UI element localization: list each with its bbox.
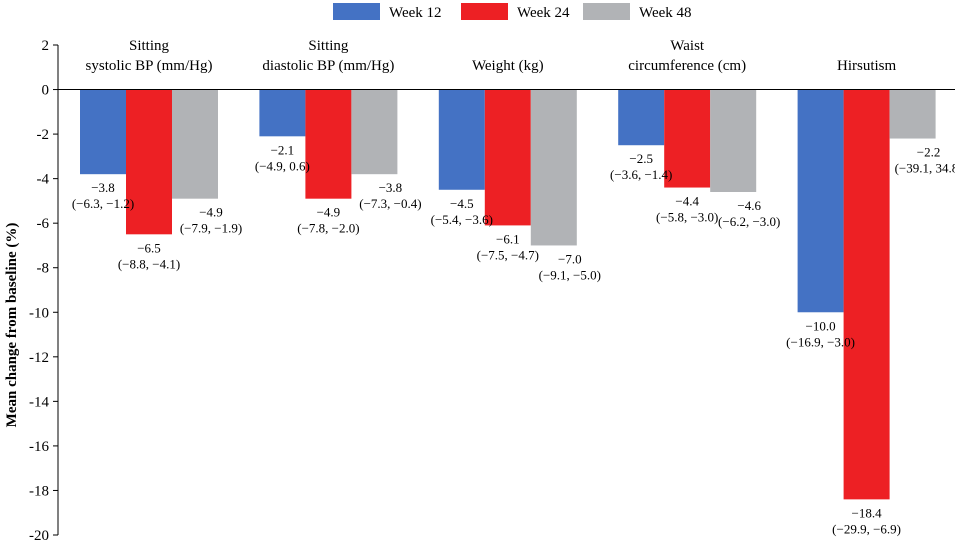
bar-week-24 [305,89,352,199]
ci-label: (−7.9, −1.9) [180,221,242,236]
y-axis: 2 0 -2 -4 -6 -8 -10 -12 -14 -16 -18 -20 Mean change … [4,38,59,544]
y-axis-title: Mean change from baseline (%) [4,223,20,428]
bar-week-12 [259,89,306,137]
legend: Week 12 Week 24 Week 48 [333,3,692,21]
y-tick-label: -4 [37,172,50,188]
value-label: −6.5 [137,240,161,255]
ci-label: (−16.9, −3.0) [786,334,855,349]
ci-label: (−9.1, −5.0) [539,267,601,282]
y-tick-label: -20 [29,528,49,544]
y-tick-label: -12 [29,350,49,366]
ci-label: (−7.5, −4.7) [477,247,539,262]
bar-week-48 [530,89,577,246]
category-label: Waist [670,38,705,54]
value-label: −4.9 [199,205,223,220]
y-tick-label: -8 [37,261,50,277]
bars [58,89,955,500]
value-labels: −3.8(−6.3, −1.2)−6.5(−8.8, −4.1)−4.9(−7.… [72,142,955,536]
bar-week-12 [80,89,126,175]
value-label: −10.0 [806,318,836,333]
bar-week-12 [438,89,485,190]
value-label: −4.4 [675,194,699,209]
ci-label: (−5.4, −3.6) [431,212,493,227]
value-label: −3.8 [379,180,403,195]
legend-label: Week 12 [389,5,442,21]
y-tick-label: -10 [29,305,49,321]
ci-label: (−3.6, −1.4) [610,167,672,182]
value-label: −2.1 [271,142,295,157]
value-label: −3.8 [91,180,115,195]
y-tick-label: -18 [29,483,49,499]
category-label: circumference (cm) [628,58,746,74]
value-label: −18.4 [852,505,883,520]
y-tick-label: -16 [29,439,49,455]
value-label: −2.2 [917,145,941,160]
bar-week-24 [843,89,890,500]
ci-label: (−5.8, −3.0) [656,210,718,225]
category-label: systolic BP (mm/Hg) [86,58,213,74]
ci-label: (−7.3, −0.4) [359,196,421,211]
category-label: Sitting [308,38,349,54]
y-tick-label: 2 [42,38,50,54]
ci-label: (−29.9, −6.9) [832,521,901,536]
ci-label: (−39.1, 34.8) [895,161,955,176]
value-label: −4.5 [450,196,474,211]
bar-week-24 [484,89,531,226]
category-label: Sitting [129,38,170,54]
ci-label: (−6.3, −1.2) [72,196,134,211]
bar-week-48 [351,89,398,175]
bar-week-48 [889,89,936,139]
legend-label: Week 48 [639,5,692,21]
legend-label: Week 24 [517,5,570,21]
legend-swatch [461,3,508,20]
bar-week-12 [797,89,844,313]
category-labels: Sitting systolic BP (mm/Hg) Sitting diastol… [86,38,897,74]
value-label: −4.9 [317,205,341,220]
y-tick-label: 0 [42,83,50,99]
bar-week-24 [664,89,711,188]
bar-week-48 [710,89,757,192]
y-tick-label: -14 [29,394,49,410]
category-label: Weight (kg) [472,58,544,74]
ci-label: (−4.9, 0.6) [255,158,310,173]
bar-week-48 [172,89,218,199]
value-label: −6.1 [496,231,520,246]
value-label: −2.5 [629,151,653,166]
ci-label: (−8.8, −4.1) [118,256,180,271]
bar-week-12 [618,89,665,146]
value-label: −4.6 [737,198,761,213]
category-label: diastolic BP (mm/Hg) [262,58,394,74]
bar-week-24 [126,89,172,235]
value-label: −7.0 [558,251,582,266]
ci-label: (−6.2, −3.0) [718,214,780,229]
category-label: Hirsutism [837,58,897,74]
legend-swatch [333,3,380,20]
legend-swatch [583,3,630,20]
y-tick-label: -2 [37,127,50,143]
y-tick-label: -6 [37,216,50,232]
ci-label: (−7.8, −2.0) [297,221,359,236]
